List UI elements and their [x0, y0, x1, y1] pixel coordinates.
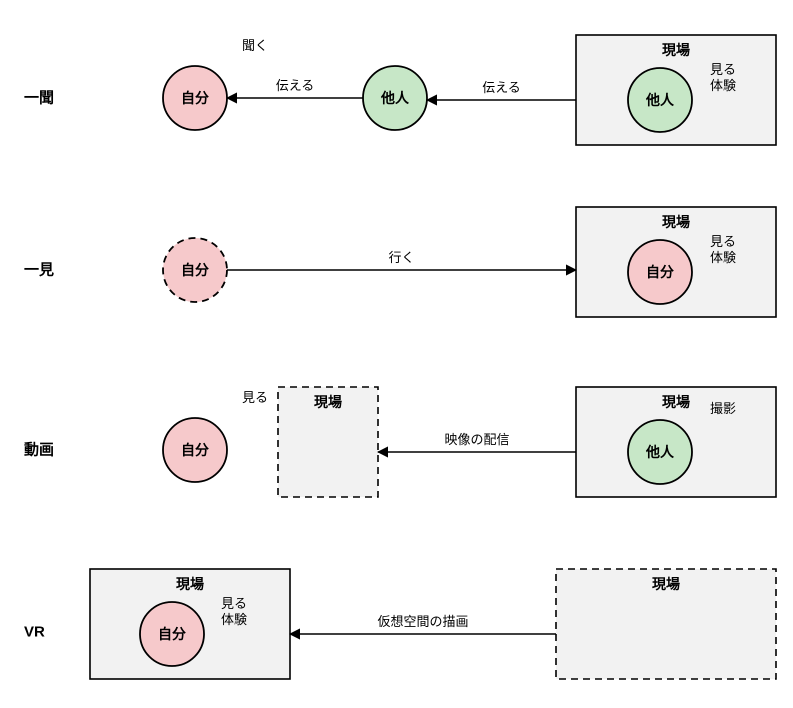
annotation: 見る体験 — [710, 234, 736, 265]
edge-label-video-scene-video-virtual: 映像の配信 — [444, 432, 509, 447]
diagram-canvas: 一聞現場伝える伝える自分他人他人聞く見る体験一見現場行く自分自分見る体験動画現場… — [0, 0, 793, 708]
node-label-hear-other2: 他人 — [645, 92, 675, 108]
node-label-video-self: 自分 — [181, 442, 209, 458]
row-label-see: 一見 — [24, 262, 54, 279]
row-video: 動画 現場 現場映像の配信自分 他人 見る撮影 — [24, 387, 776, 497]
scene-title-video-virtual: 現場 — [314, 394, 342, 410]
edge-label-see-self-left-see-self-right: 行く — [388, 250, 414, 265]
edge-label-hear-other2-hear-other1: 伝える — [482, 80, 521, 95]
row-hear: 一聞 現場伝える 伝える自分 他人 他人 聞く見る体験 — [24, 35, 776, 145]
annotation: 見る体験 — [221, 596, 247, 627]
node-label-see-self-left: 自分 — [181, 262, 209, 278]
scene-title-see-scene: 現場 — [662, 214, 690, 230]
edge-label-vr-right-vr-left: 仮想空間の描画 — [377, 614, 468, 629]
scene-title-vr-right: 現場 — [652, 576, 680, 592]
node-label-see-self-right: 自分 — [646, 264, 674, 280]
edge-label-hear-other1-hear-self: 伝える — [276, 78, 315, 93]
node-label-hear-self: 自分 — [181, 90, 209, 106]
annotation: 見る体験 — [710, 62, 736, 93]
scene-title-vr-left: 現場 — [176, 576, 204, 592]
scene-title-hear-scene: 現場 — [662, 42, 690, 58]
scene-title-video-scene: 現場 — [662, 394, 690, 410]
node-label-vr-self: 自分 — [158, 626, 186, 642]
annotation: 見る — [242, 390, 268, 405]
row-label-vr: VR — [24, 624, 45, 641]
row-label-video: 動画 — [24, 442, 54, 459]
row-vr: VR 現場 現場仮想空間の描画自分 見る体験 — [24, 569, 776, 679]
node-label-hear-other1: 他人 — [380, 90, 410, 106]
node-label-video-other: 他人 — [645, 444, 675, 460]
annotation: 撮影 — [710, 401, 736, 416]
annotation: 聞く — [242, 38, 268, 53]
row-label-hear: 一聞 — [24, 90, 54, 107]
row-see: 一見 現場行く自分 自分 見る体験 — [24, 207, 776, 317]
